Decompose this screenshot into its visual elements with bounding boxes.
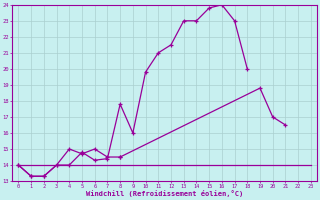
X-axis label: Windchill (Refroidissement éolien,°C): Windchill (Refroidissement éolien,°C) bbox=[86, 190, 243, 197]
